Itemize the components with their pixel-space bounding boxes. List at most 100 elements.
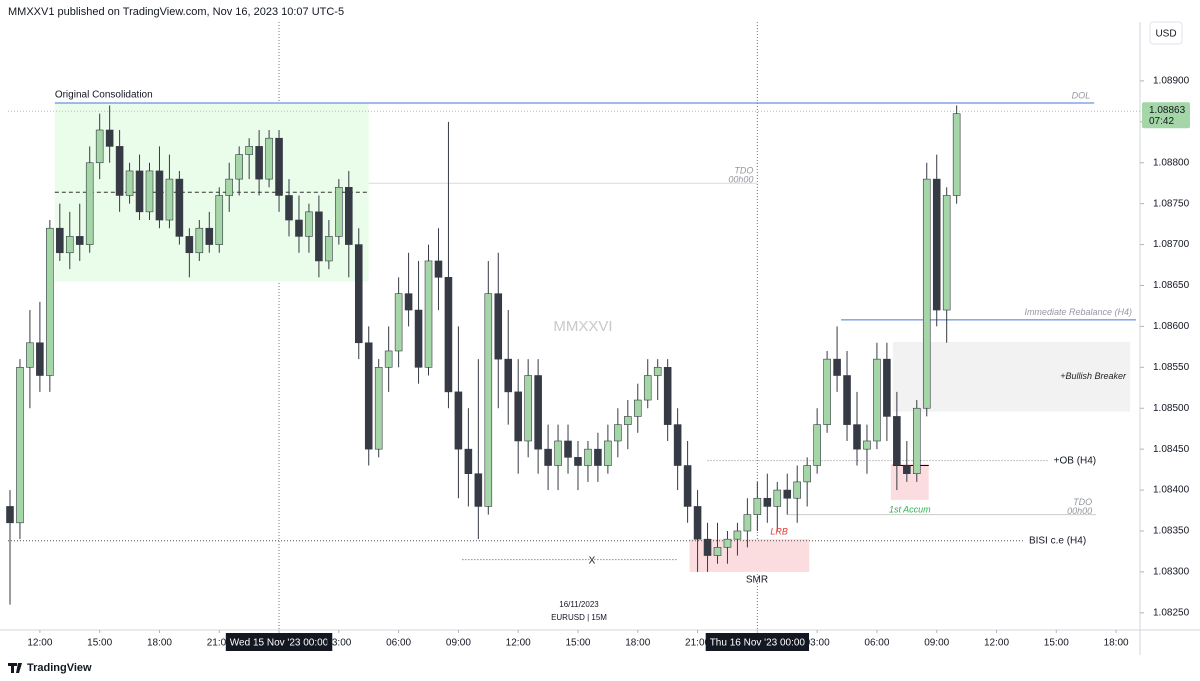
y-tick-label: 1.08350 xyxy=(1153,526,1190,537)
candle-body xyxy=(105,129,114,147)
date-label: 16/11/2023 xyxy=(559,600,599,609)
candle-body xyxy=(325,236,333,262)
level-left-label: Original Consolidation xyxy=(55,90,153,101)
level-label: TDO xyxy=(734,166,753,176)
y-tick-label: 1.08250 xyxy=(1153,607,1190,618)
candle-body xyxy=(504,358,513,393)
level-label: BISI c.e (H4) xyxy=(1029,535,1086,546)
candle-body xyxy=(673,424,682,466)
candle-body xyxy=(643,375,652,401)
candle-body xyxy=(803,465,811,483)
x-tick-label: 15:00 xyxy=(1044,638,1069,649)
candle-body xyxy=(474,473,483,507)
candle-body xyxy=(394,293,403,352)
candle-body xyxy=(833,358,841,376)
zone-label: 1st Accum xyxy=(889,504,931,514)
candle-body xyxy=(723,538,732,548)
price-tag-label: 1.08863 xyxy=(1149,105,1186,116)
x-tick-label: Wed 15 Nov '23 00:00 xyxy=(230,638,329,649)
price-tag xyxy=(1142,102,1190,129)
candle-body xyxy=(663,367,672,425)
candle-body xyxy=(65,236,74,254)
candle-body xyxy=(823,358,831,425)
x-tick-highlight xyxy=(705,633,810,651)
x-tick-label: 15:00 xyxy=(565,638,590,649)
candle-body xyxy=(703,538,712,556)
x-tick-label: 09:00 xyxy=(924,638,949,649)
level-label: DOL xyxy=(1072,90,1091,100)
candle-body xyxy=(783,489,792,499)
y-tick-label: 1.08550 xyxy=(1153,362,1190,373)
y-tick-label: 1.08750 xyxy=(1153,198,1190,209)
x-tick-label: 18:00 xyxy=(1104,638,1129,649)
candle-body xyxy=(863,440,871,450)
candle-body xyxy=(574,457,582,466)
candle-body xyxy=(275,137,283,196)
candle-body xyxy=(693,506,702,540)
candle-body xyxy=(594,448,602,466)
watermark: MMXXVI xyxy=(553,318,612,335)
candle-body xyxy=(524,375,532,442)
candle-body xyxy=(115,146,124,196)
x-note: X xyxy=(589,556,596,567)
candle-body xyxy=(494,293,503,360)
candle-body xyxy=(514,391,522,442)
candle-body xyxy=(135,170,144,213)
candle-body xyxy=(384,350,393,368)
header: MMXXV1 published on TradingView.com, Nov… xyxy=(8,6,344,18)
candle-body xyxy=(922,178,931,409)
candle-body xyxy=(444,277,453,393)
candle-body xyxy=(335,186,343,237)
candle-body xyxy=(16,367,24,524)
level-label: Immediate Rebalance (H4) xyxy=(1024,307,1132,317)
candle-body xyxy=(604,440,612,466)
logo-icon xyxy=(8,663,22,673)
candle-body xyxy=(893,416,901,466)
candle-body xyxy=(56,227,64,254)
level-sublabel: 00h00 xyxy=(1067,506,1092,516)
x-tick-label: 09:00 xyxy=(446,638,471,649)
x-tick-label: 21:00 xyxy=(685,638,710,649)
plot: 1.08250 1.08300 1.08350 1.08400 1.08450 1.085… xyxy=(6,22,1190,651)
candle-body xyxy=(225,178,234,196)
currency: USD xyxy=(1155,29,1176,40)
candle-body xyxy=(873,358,881,442)
candle-body xyxy=(614,424,622,442)
level-label: TDO xyxy=(1073,497,1092,507)
candle-body xyxy=(434,260,443,278)
candle-body xyxy=(354,244,363,344)
candle-body xyxy=(125,170,134,196)
candle-body xyxy=(424,260,433,368)
candle-body xyxy=(653,367,662,376)
candle-body xyxy=(6,506,14,524)
candle-body xyxy=(813,424,821,466)
candle-body xyxy=(374,367,383,450)
x-tick-label: 12:00 xyxy=(27,638,52,649)
zone xyxy=(892,341,1131,412)
candle-body xyxy=(145,170,154,213)
y-tick-label: 1.08500 xyxy=(1153,403,1190,414)
zone-label: LRB xyxy=(770,527,788,537)
x-tick-label: 03:00 xyxy=(326,638,351,649)
price-tag-countdown: 07:42 xyxy=(1149,116,1174,127)
candle-body xyxy=(534,375,542,450)
candle-body xyxy=(215,195,224,245)
candle-body xyxy=(85,162,94,245)
candle-body xyxy=(564,440,572,458)
x-tick-highlight xyxy=(225,633,333,651)
candle-body xyxy=(773,489,782,507)
candle-body xyxy=(414,309,423,368)
y-tick-label: 1.08650 xyxy=(1153,280,1190,291)
candle-body xyxy=(753,497,762,515)
candle-body xyxy=(165,178,174,221)
x-tick-label: 21:00 xyxy=(207,638,232,649)
candle-body xyxy=(554,440,562,466)
candle-body xyxy=(793,481,801,499)
candle-body xyxy=(255,146,263,180)
y-tick-label: 1.08400 xyxy=(1153,485,1190,496)
candle-body xyxy=(942,195,951,311)
x-tick-label: 18:00 xyxy=(625,638,650,649)
x-tick-label: 06:00 xyxy=(864,638,889,649)
